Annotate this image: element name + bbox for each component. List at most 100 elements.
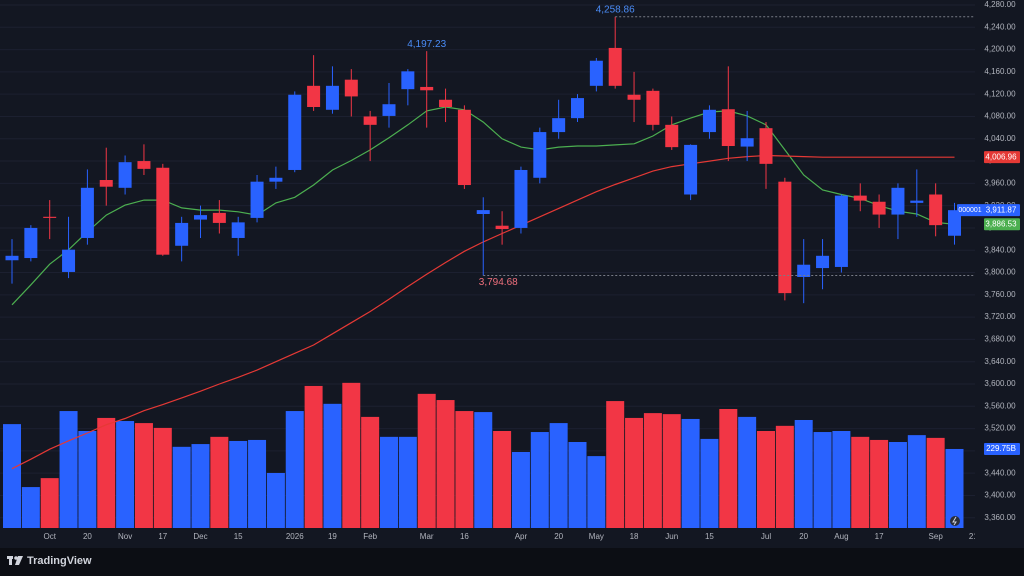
volume-bar <box>78 430 97 528</box>
volume-bar <box>191 444 210 528</box>
candle-body <box>288 94 302 170</box>
candle-body <box>495 225 509 230</box>
volume-bar <box>361 416 380 528</box>
x-tick-label: Nov <box>118 532 132 541</box>
volume-bar <box>455 411 474 528</box>
volume-bar <box>945 448 964 528</box>
candle-body <box>137 161 151 169</box>
x-tick-label: 21 <box>969 532 978 541</box>
series-last-label-box <box>984 218 1020 231</box>
volume-bar <box>342 382 361 528</box>
logo-mark <box>9 556 12 565</box>
y-tick-label: 3,360.00 <box>984 513 1016 522</box>
volume-bar <box>606 401 625 528</box>
candle-body <box>363 116 377 125</box>
x-tick-label: 15 <box>705 532 714 541</box>
x-tick-label: 15 <box>234 532 243 541</box>
logo-mark <box>15 556 23 565</box>
x-tick-label: Jun <box>665 532 678 541</box>
volume-bar <box>851 436 870 528</box>
x-tick-label: Apr <box>515 532 528 541</box>
candle-body <box>5 255 19 261</box>
candle-body <box>684 144 698 195</box>
replay-icon-glyph <box>952 516 957 526</box>
candle-body <box>344 79 358 97</box>
x-tick-label: Aug <box>834 532 848 541</box>
candle-body <box>608 47 622 86</box>
volume-bar <box>229 440 248 528</box>
volume-bar <box>719 408 738 528</box>
x-tick-label: Jul <box>761 532 771 541</box>
series-last-label: 3,886.53 <box>985 219 1017 228</box>
low-label: 3,794.68 <box>479 277 518 288</box>
candle-body <box>872 201 886 215</box>
y-tick-label: 3,640.00 <box>984 357 1016 366</box>
logo: TradingView <box>7 555 92 567</box>
y-tick-label: 4,280.00 <box>984 0 1016 9</box>
x-tick-label: Feb <box>363 532 377 541</box>
candle-body <box>325 85 339 110</box>
volume-bar <box>568 442 587 528</box>
x-tick-label: 20 <box>83 532 92 541</box>
candle-body <box>853 195 867 201</box>
volume-last-box <box>984 442 1020 455</box>
candle-body <box>194 215 207 220</box>
y-tick-label: 3,800.00 <box>984 268 1016 277</box>
volume-bar <box>511 451 530 528</box>
volume-bar <box>59 411 78 528</box>
candle-body <box>382 104 396 116</box>
y-tick-label: 3,520.00 <box>984 424 1016 433</box>
volume-bar <box>398 436 417 528</box>
candle-body <box>307 85 321 108</box>
volume-bar <box>493 430 512 528</box>
y-tick-label: 4,200.00 <box>984 45 1016 54</box>
x-tick-label: 18 <box>630 532 639 541</box>
close-last-label: 3,911.87 <box>986 205 1017 214</box>
candle-body <box>457 109 471 186</box>
replay-icon[interactable] <box>950 516 960 526</box>
y-tick-label: 3,840.00 <box>984 245 1016 254</box>
volume-bar <box>21 487 40 528</box>
volume-bar <box>3 424 21 528</box>
volume-last-label: 229.75B <box>986 444 1016 453</box>
candle-body <box>62 249 76 272</box>
candle-body <box>816 255 830 269</box>
volume-bar <box>134 423 153 528</box>
volume-bar <box>172 446 191 528</box>
volume-bar <box>380 436 398 528</box>
candle-body <box>212 212 226 223</box>
high-label: 4,197.23 <box>407 39 446 50</box>
candle-body <box>721 109 735 147</box>
candle-body <box>646 90 660 125</box>
x-tick-label: May <box>589 532 604 541</box>
candle-body <box>778 181 792 294</box>
volume-bar <box>549 423 568 528</box>
series-last-label: 4,006.96 <box>985 152 1017 161</box>
y-tick-label: 4,240.00 <box>984 22 1016 31</box>
candle-body <box>891 187 905 215</box>
candle-body <box>740 138 754 147</box>
volume-bar <box>323 403 342 528</box>
y-tick-label: 3,400.00 <box>984 491 1016 500</box>
x-tick-label: 19 <box>328 532 337 541</box>
volume-bar <box>625 417 644 528</box>
x-tick-label: 20 <box>799 532 808 541</box>
volume-bar <box>210 436 229 528</box>
volume-bar <box>775 425 794 528</box>
candle-body <box>627 94 641 100</box>
volume-bar <box>304 385 323 528</box>
candle-body <box>552 118 566 133</box>
volume-bar <box>530 432 549 528</box>
volume-bar <box>813 432 832 528</box>
symbol-tag: 000001 <box>958 207 981 214</box>
candle-body <box>702 109 716 133</box>
y-tick-label: 3,440.00 <box>984 468 1016 477</box>
volume-bar <box>757 430 775 528</box>
x-tick-label: 16 <box>460 532 469 541</box>
series-last-label-box <box>984 151 1020 164</box>
y-tick-label: 3,560.00 <box>984 401 1016 410</box>
candle-body <box>24 227 38 259</box>
candle-body <box>514 169 528 228</box>
y-tick-label: 4,040.00 <box>984 134 1016 143</box>
